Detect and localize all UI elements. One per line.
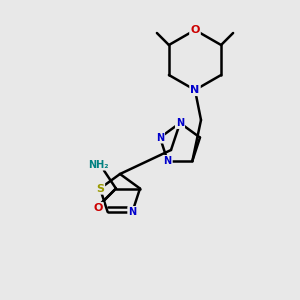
Text: S: S bbox=[96, 184, 104, 194]
Text: N: N bbox=[190, 85, 200, 95]
Text: O: O bbox=[93, 203, 103, 213]
Text: N: N bbox=[176, 118, 184, 128]
Text: O: O bbox=[190, 25, 200, 35]
Text: NH₂: NH₂ bbox=[88, 160, 108, 170]
Text: N: N bbox=[164, 156, 172, 166]
Text: N: N bbox=[128, 207, 136, 217]
Text: N: N bbox=[156, 133, 164, 142]
